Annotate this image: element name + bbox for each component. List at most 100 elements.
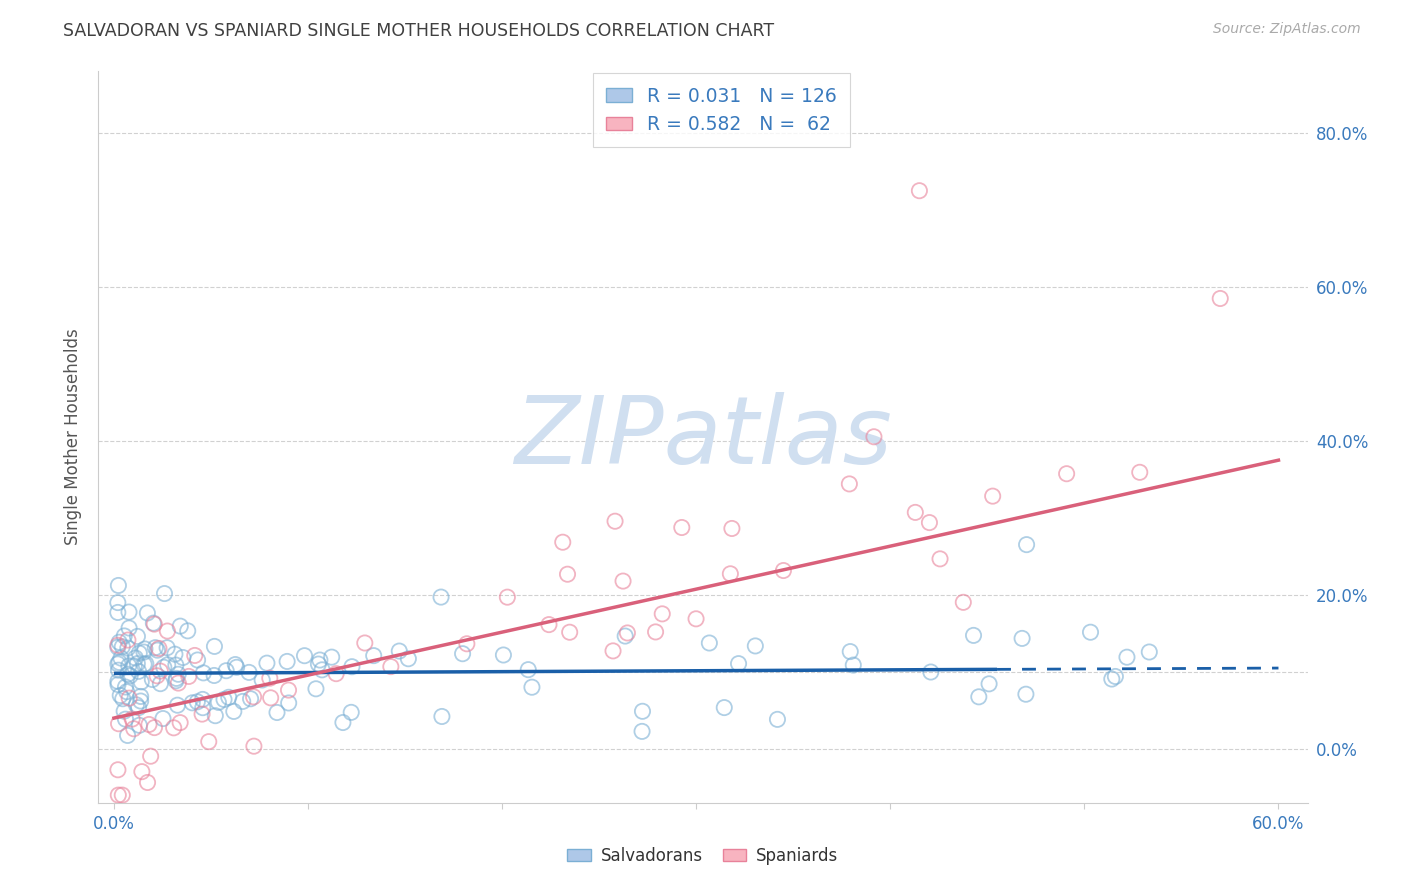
Point xyxy=(340,659,363,673)
Point xyxy=(842,658,865,673)
Point xyxy=(260,690,283,705)
Point xyxy=(277,696,299,710)
Point xyxy=(1104,669,1126,683)
Point xyxy=(305,681,328,696)
Point xyxy=(128,718,150,732)
Point xyxy=(134,642,156,657)
Point xyxy=(218,690,240,705)
Point xyxy=(107,638,129,652)
Point xyxy=(1137,645,1160,659)
Point xyxy=(215,664,238,678)
Point xyxy=(138,717,160,731)
Point xyxy=(242,690,264,704)
Point xyxy=(107,640,129,654)
Point xyxy=(908,184,931,198)
Point xyxy=(136,775,159,789)
Point xyxy=(904,505,927,519)
Point xyxy=(169,619,191,633)
Point xyxy=(1015,687,1038,701)
Point xyxy=(107,674,129,689)
Point xyxy=(551,535,574,549)
Point xyxy=(131,764,153,779)
Point xyxy=(117,728,139,742)
Point xyxy=(124,659,146,673)
Point xyxy=(616,626,638,640)
Point xyxy=(614,629,637,643)
Point xyxy=(156,624,179,638)
Point xyxy=(727,657,749,671)
Point xyxy=(172,650,194,665)
Point xyxy=(121,712,143,726)
Point xyxy=(839,644,862,658)
Point xyxy=(225,660,247,674)
Legend: Salvadorans, Spaniards: Salvadorans, Spaniards xyxy=(561,840,845,871)
Point xyxy=(321,650,343,665)
Point xyxy=(496,590,519,604)
Point xyxy=(187,653,209,667)
Point xyxy=(307,657,329,671)
Point xyxy=(430,709,453,723)
Point xyxy=(152,712,174,726)
Point xyxy=(108,656,131,670)
Point xyxy=(325,666,347,681)
Point xyxy=(132,645,155,659)
Point xyxy=(129,674,152,689)
Point xyxy=(107,606,129,620)
Point xyxy=(135,657,157,671)
Point xyxy=(232,694,254,708)
Point xyxy=(603,514,626,528)
Point xyxy=(122,722,145,736)
Point xyxy=(838,477,860,491)
Point xyxy=(744,639,766,653)
Point xyxy=(430,590,453,604)
Point xyxy=(107,716,129,731)
Point xyxy=(671,520,693,534)
Point xyxy=(612,574,634,588)
Point xyxy=(136,606,159,620)
Point xyxy=(156,657,179,672)
Point xyxy=(107,596,129,610)
Point xyxy=(685,612,707,626)
Point xyxy=(920,665,942,679)
Point xyxy=(977,677,1000,691)
Point xyxy=(143,640,166,655)
Point xyxy=(981,489,1004,503)
Point xyxy=(388,644,411,658)
Point xyxy=(363,648,385,663)
Point xyxy=(117,641,139,656)
Point xyxy=(163,647,186,661)
Point xyxy=(149,676,172,690)
Point xyxy=(340,706,363,720)
Point xyxy=(165,672,187,686)
Point xyxy=(128,665,150,679)
Point xyxy=(631,724,654,739)
Point xyxy=(537,617,560,632)
Point xyxy=(124,651,146,665)
Point xyxy=(108,635,131,649)
Point xyxy=(309,653,332,667)
Point xyxy=(952,595,974,609)
Point xyxy=(699,636,721,650)
Point xyxy=(380,659,402,673)
Point xyxy=(177,669,200,683)
Point xyxy=(115,684,138,698)
Point xyxy=(148,641,170,656)
Point xyxy=(451,647,474,661)
Point xyxy=(224,657,246,672)
Point xyxy=(193,665,215,680)
Point xyxy=(396,651,419,665)
Point xyxy=(112,629,135,643)
Point xyxy=(557,567,579,582)
Point xyxy=(143,721,166,735)
Point xyxy=(558,625,581,640)
Point xyxy=(110,689,132,703)
Point xyxy=(191,707,214,722)
Point xyxy=(125,698,148,712)
Point xyxy=(169,715,191,730)
Point xyxy=(243,739,266,754)
Point xyxy=(277,683,299,698)
Point xyxy=(117,667,139,681)
Point xyxy=(204,708,226,723)
Point xyxy=(118,621,141,635)
Point xyxy=(177,624,200,638)
